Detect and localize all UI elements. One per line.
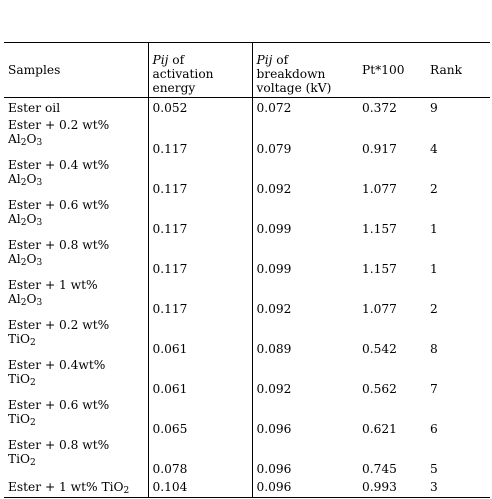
cell-sample: Ester + 0.4wt% TiO2 bbox=[4, 357, 149, 398]
cell-sample: Ester + 0.2 wt% TiO2 bbox=[4, 317, 149, 358]
cell-rank: 9 bbox=[430, 100, 438, 115]
cell-activation: 0.052 bbox=[148, 97, 253, 118]
cell-pt: 0.745 bbox=[362, 461, 397, 476]
table-row: Ester + 0.2 wt% TiO2 0.061 0.089 0.542 8 bbox=[4, 317, 490, 358]
table-row: Ester + 1 wt% Al2O3 0.117 0.092 1.077 2 bbox=[4, 277, 490, 318]
cell-activation: 0.117 bbox=[148, 117, 253, 158]
cell-rank: 2 bbox=[430, 181, 438, 196]
cell-breakdown: 0.079 bbox=[256, 141, 292, 156]
table-row: Ester + 0.6 wt% TiO2 0.065 0.096 0.621 6 bbox=[4, 397, 490, 438]
cell-activation: 0.117 bbox=[148, 157, 253, 198]
results-table: Samples Pij of activation energy Pij of br… bbox=[4, 42, 490, 498]
cell-activation: 0.061 bbox=[148, 357, 253, 398]
cell-pt: 0.562 bbox=[362, 381, 397, 396]
header-rank: Rank bbox=[426, 42, 490, 98]
cell-rank: 1 bbox=[430, 221, 438, 236]
cell-activation: 0.061 bbox=[148, 317, 253, 358]
cell-breakdown: 0.092 bbox=[256, 181, 292, 196]
cell-pt: 1.077 bbox=[362, 181, 397, 196]
table-body: Ester oil 0.052 0.072 0.372 9 Ester + 0.2 wt%… bbox=[4, 97, 490, 498]
cell-pt: 0.917 bbox=[362, 141, 397, 156]
table-row: Ester + 0.4wt% TiO2 0.061 0.092 0.562 7 bbox=[4, 357, 490, 398]
cell-rank: 8 bbox=[430, 341, 438, 356]
table-row: Ester + 0.8 wt% Al2O3 0.117 0.099 1.157 1 bbox=[4, 237, 490, 278]
cell-pt: 1.157 bbox=[362, 261, 397, 276]
cell-sample: Ester + 0.6 wt% TiO2 bbox=[4, 397, 149, 438]
header-samples: Samples bbox=[4, 42, 149, 98]
cell-activation: 0.104 bbox=[148, 477, 253, 498]
cell-rank: 2 bbox=[430, 301, 438, 316]
table-row: Ester + 1 wt% TiO2 0.104 0.096 0.993 3 bbox=[4, 477, 490, 498]
cell-sample: Ester + 1 wt% Al2O3 bbox=[4, 277, 149, 318]
cell-pt: 1.157 bbox=[362, 221, 397, 236]
cell-rank: 4 bbox=[430, 141, 438, 156]
header-pt: Pt*100 bbox=[358, 42, 426, 98]
cell-pt: 0.993 bbox=[362, 480, 397, 495]
cell-sample: Ester oil bbox=[4, 97, 149, 118]
cell-pt: 0.372 bbox=[362, 100, 397, 115]
cell-activation: 0.117 bbox=[148, 277, 253, 318]
cell-sample: Ester + 0.8 wt% TiO2 bbox=[4, 437, 149, 478]
table-row: Ester oil 0.052 0.072 0.372 9 bbox=[4, 97, 490, 118]
table-row: Ester + 0.6 wt% Al2O3 0.117 0.099 1.157 1 bbox=[4, 197, 490, 238]
cell-activation: 0.065 bbox=[148, 397, 253, 438]
cell-sample: Ester + 1 wt% TiO2 bbox=[4, 477, 149, 498]
table-row: Ester + 0.4 wt% Al2O3 0.117 0.092 1.077 2 bbox=[4, 157, 490, 198]
cell-sample: Ester + 0.4 wt% Al2O3 bbox=[4, 157, 149, 198]
cell-pt: 1.077 bbox=[362, 301, 397, 316]
cell-rank: 1 bbox=[430, 261, 438, 276]
header-activation: Pij of activation energy bbox=[148, 42, 253, 98]
table-row: Ester + 0.8 wt% TiO2 0.078 0.096 0.745 5 bbox=[4, 437, 490, 478]
cell-rank: 5 bbox=[430, 461, 438, 476]
cell-sample: Ester + 0.2 wt% Al2O3 bbox=[4, 117, 149, 158]
header-breakdown: Pij of breakdown voltage (kV) bbox=[252, 42, 358, 98]
cell-breakdown: 0.072 bbox=[256, 100, 292, 115]
cell-pt: 0.621 bbox=[362, 421, 397, 436]
cell-breakdown: 0.099 bbox=[256, 261, 292, 276]
cell-breakdown: 0.096 bbox=[256, 480, 292, 495]
cell-breakdown: 0.099 bbox=[256, 221, 292, 236]
cell-rank: 7 bbox=[430, 381, 438, 396]
cell-sample: Ester + 0.6 wt% Al2O3 bbox=[4, 197, 149, 238]
cell-breakdown: 0.096 bbox=[256, 421, 292, 436]
cell-breakdown: 0.096 bbox=[256, 461, 292, 476]
cell-rank: 6 bbox=[430, 421, 438, 436]
cell-activation: 0.117 bbox=[148, 197, 253, 238]
cell-rank: 3 bbox=[430, 480, 438, 495]
cell-activation: 0.078 bbox=[148, 437, 253, 478]
cell-breakdown: 0.092 bbox=[256, 301, 292, 316]
cell-pt: 0.542 bbox=[362, 341, 397, 356]
header-row: Samples Pij of activation energy Pij of br… bbox=[4, 42, 490, 98]
table-row: Ester + 0.2 wt% Al2O3 0.117 0.079 0.917 4 bbox=[4, 117, 490, 158]
cell-breakdown: 0.089 bbox=[256, 341, 292, 356]
cell-activation: 0.117 bbox=[148, 237, 253, 278]
cell-sample: Ester + 0.8 wt% Al2O3 bbox=[4, 237, 149, 278]
cell-breakdown: 0.092 bbox=[256, 381, 292, 396]
